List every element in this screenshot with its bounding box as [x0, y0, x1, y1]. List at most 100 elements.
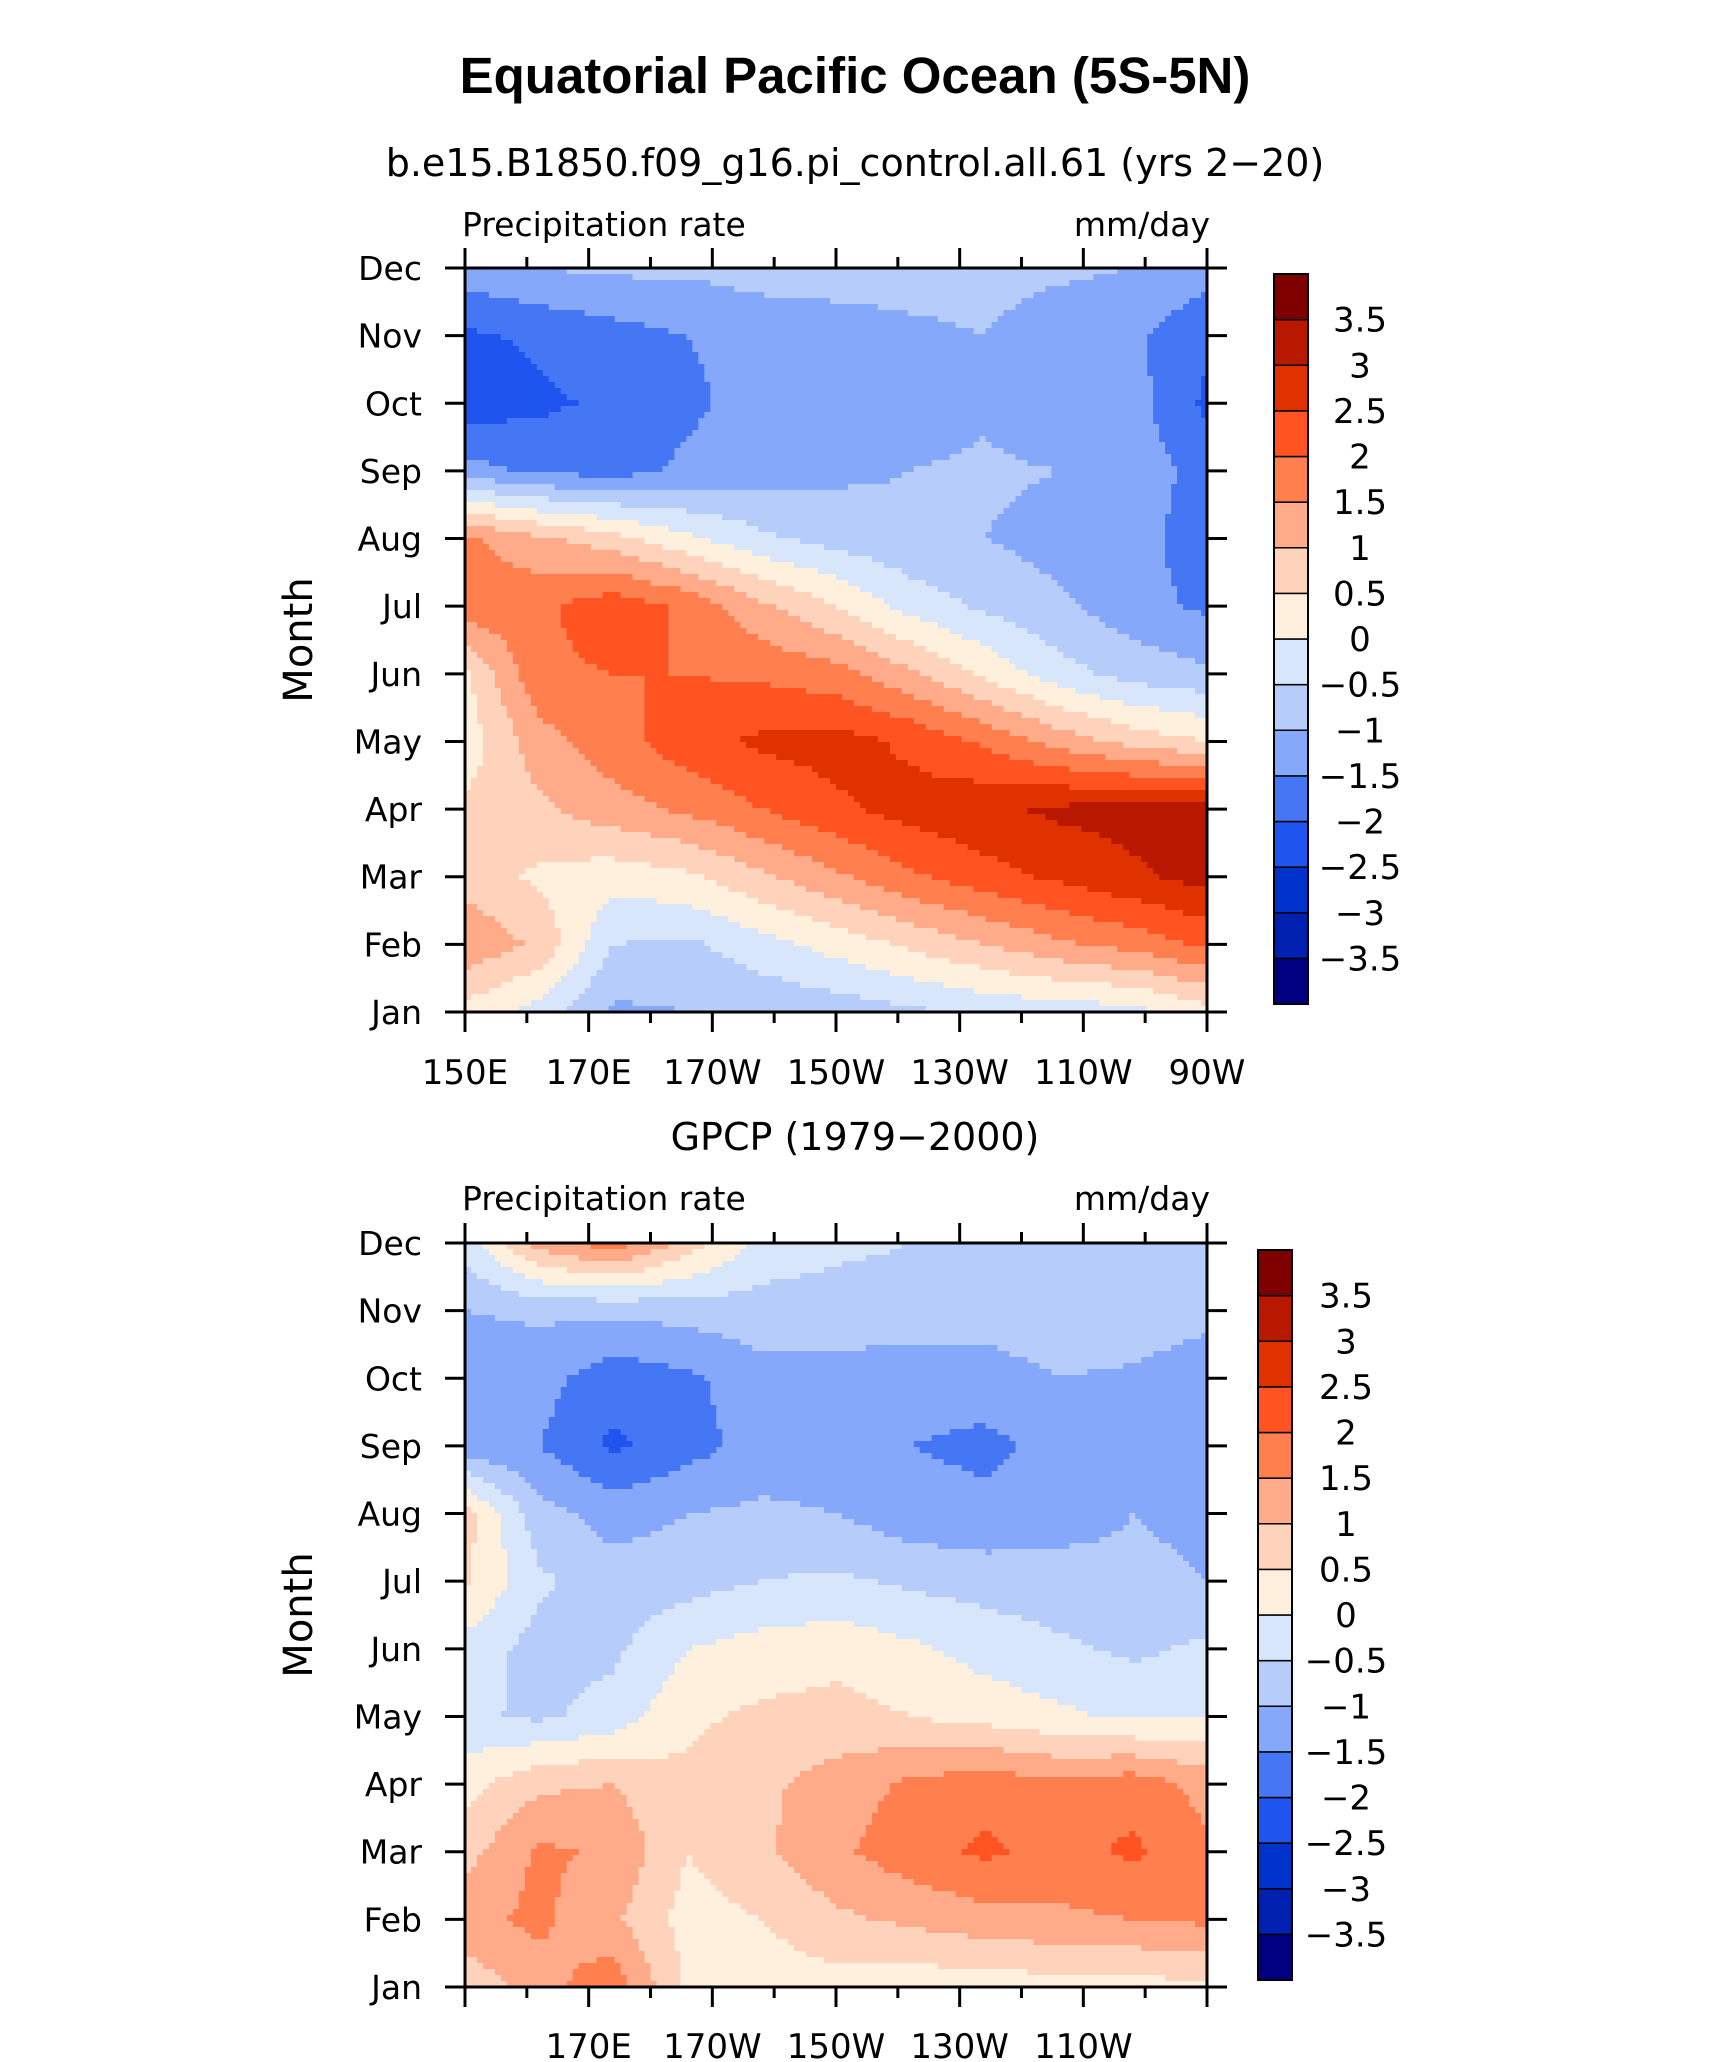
colorbar-box: [1273, 455, 1309, 503]
main-title: Equatorial Pacific Ocean (5S-5N): [0, 46, 1710, 105]
x-tick-label: 150W: [787, 2027, 886, 2062]
x-tick-label: 170E: [545, 1053, 631, 1093]
y-tick-label: Feb: [364, 925, 422, 964]
colorbar-box: [1257, 1386, 1293, 1434]
y-tick-label: Feb: [364, 1900, 422, 1939]
x-tick-label: 130W: [910, 2027, 1009, 2062]
colorbar-box: [1257, 1249, 1293, 1297]
colorbar-box: [1257, 1431, 1293, 1479]
x-tick-label: 150W: [787, 1053, 886, 1093]
colorbar-label: 2.5: [1319, 1368, 1373, 1408]
y-tick-label: Mar: [360, 1833, 423, 1872]
colorbar-label: 1.5: [1319, 1459, 1373, 1499]
colorbar-box: [1257, 1933, 1293, 1981]
colorbar-label: −2: [1321, 1779, 1371, 1819]
colorbar-box: [1273, 364, 1309, 412]
colorbar-label: −3.5: [1319, 939, 1402, 979]
y-tick-label: Jul: [380, 587, 422, 626]
y-tick-label: Dec: [358, 249, 422, 288]
colorbar-box: [1257, 1340, 1293, 1388]
colorbar-box: [1257, 1705, 1293, 1753]
y-tick-label: Oct: [365, 1359, 422, 1398]
colorbar-box: [1273, 683, 1309, 732]
y-axis-label-1: Month: [276, 577, 322, 702]
colorbar-label: 0.5: [1319, 1550, 1373, 1590]
colorbar-frame: [1257, 1249, 1293, 1981]
variable-label-1: Precipitation rate: [462, 205, 746, 244]
colorbar-box: [1257, 1888, 1293, 1936]
y-tick-label: Jun: [368, 1630, 422, 1669]
y-tick-label: Nov: [358, 1292, 422, 1331]
colorbar-label: −2.5: [1319, 848, 1402, 888]
colorbar-box: [1257, 1568, 1293, 1616]
colorbar-label: 3.5: [1333, 301, 1387, 341]
units-label-1: mm/day: [1074, 205, 1210, 244]
colorbar-label: 1.5: [1333, 483, 1387, 523]
plot-title-2: GPCP (1979−2000): [671, 1115, 1040, 1159]
y-tick-label: Sep: [360, 452, 422, 491]
y-tick-label: Apr: [365, 1765, 423, 1804]
colorbar-label: −3: [1335, 894, 1385, 934]
colorbar-box: [1257, 1796, 1293, 1844]
variable-label-2: Precipitation rate: [462, 1179, 746, 1218]
x-tick-label: 130W: [910, 1053, 1009, 1093]
x-tick-label: 170E: [545, 2027, 631, 2062]
colorbar-box: [1273, 273, 1309, 321]
colorbar-label: 3.5: [1319, 1277, 1373, 1317]
x-tick-label: 170W: [663, 2027, 762, 2062]
y-axis-label-2: Month: [276, 1552, 322, 1677]
y-tick-label: Dec: [358, 1224, 422, 1263]
y-tick-label: May: [354, 722, 422, 761]
y-tick-label: Mar: [360, 858, 423, 897]
colorbar-label: 1: [1349, 529, 1371, 569]
x-tick-label: 110W: [1034, 1053, 1133, 1093]
x-tick-label: 170W: [663, 1053, 762, 1093]
y-tick-label: Apr: [365, 790, 423, 829]
colorbar-label: 0: [1335, 1596, 1357, 1636]
y-tick-label: Jan: [369, 993, 422, 1032]
colorbar-label: −1: [1321, 1687, 1371, 1727]
colorbar-box: [1257, 1614, 1293, 1662]
colorbar-label: −1.5: [1319, 757, 1402, 797]
x-tick-label: 150E: [422, 1053, 508, 1093]
contour-field-2: [465, 1243, 1208, 1988]
y-tick-label: Oct: [365, 384, 422, 423]
colorbar-box: [1257, 1659, 1293, 1708]
colorbar-box: [1273, 820, 1309, 868]
colorbar-label: −0.5: [1305, 1642, 1388, 1682]
colorbar-box: [1273, 501, 1309, 549]
colorbar-label: 2: [1349, 438, 1371, 478]
colorbar-1: [1273, 273, 1309, 1005]
colorbar-label: 0: [1349, 620, 1371, 660]
colorbar-label: −3.5: [1305, 1915, 1388, 1955]
colorbar-label: 2.5: [1333, 392, 1387, 432]
colorbar-box: [1257, 1523, 1293, 1571]
colorbar-label: 3: [1349, 346, 1371, 386]
colorbar-box: [1273, 775, 1309, 823]
x-tick-label: 110W: [1034, 2027, 1133, 2062]
colorbar-box: [1257, 1751, 1293, 1799]
colorbar-box: [1257, 1842, 1293, 1890]
colorbar-box: [1273, 547, 1309, 595]
colorbar-box: [1273, 729, 1309, 777]
contour-field-1: [465, 268, 1208, 1013]
colorbar-label: −0.5: [1319, 666, 1402, 706]
y-tick-label: Jun: [368, 655, 422, 694]
y-tick-label: Sep: [360, 1427, 422, 1466]
colorbar-box: [1273, 912, 1309, 960]
colorbar-2: [1257, 1249, 1293, 1981]
y-tick-label: Jan: [369, 1968, 422, 2007]
y-tick-label: Nov: [358, 317, 422, 356]
colorbar-label: −1.5: [1305, 1733, 1388, 1773]
colorbar-box: [1257, 1294, 1293, 1343]
colorbar-label: −2.5: [1305, 1824, 1388, 1864]
units-label-2: mm/day: [1074, 1179, 1210, 1218]
colorbar-box: [1273, 957, 1309, 1005]
colorbar-label: −1: [1335, 711, 1385, 751]
colorbar-box: [1273, 318, 1309, 367]
colorbar-box: [1273, 410, 1309, 458]
colorbar-label: 3: [1335, 1322, 1357, 1362]
colorbar-label: 2: [1335, 1414, 1357, 1454]
plot-title-1: b.e15.B1850.f09_g16.pi_control.all.61 (y…: [386, 141, 1325, 185]
